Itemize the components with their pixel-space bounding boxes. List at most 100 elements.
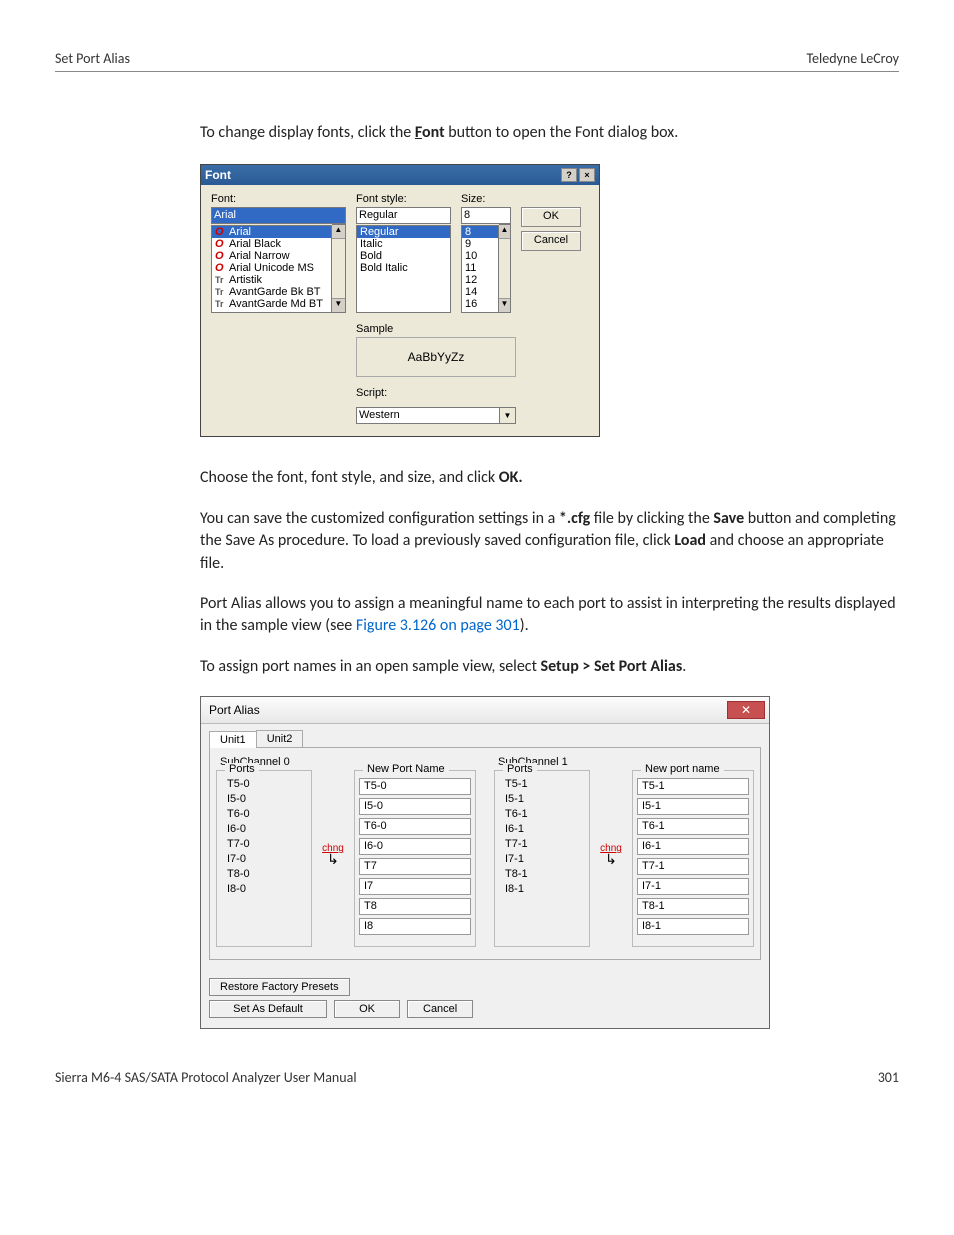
font-label: Font: [211, 193, 346, 205]
list-item[interactable]: 8 [462, 226, 498, 238]
list-item[interactable]: TrAvantGarde Md BT [212, 298, 331, 310]
port-name-input[interactable]: I6-1 [637, 838, 749, 855]
page-footer: Sierra M6-4 SAS/SATA Protocol Analyzer U… [55, 1069, 899, 1086]
ok-button[interactable]: OK [334, 1000, 400, 1018]
port-label: I7-1 [499, 853, 585, 865]
port-name-input[interactable]: I6-0 [359, 838, 471, 855]
port-name-input[interactable]: I7-1 [637, 878, 749, 895]
port-name-input[interactable]: T6-0 [359, 818, 471, 835]
port-name-input[interactable]: T7-1 [637, 858, 749, 875]
tab-unit2[interactable]: Unit2 [256, 730, 304, 747]
font-list[interactable]: OArial OArial Black OArial Narrow OArial… [211, 225, 332, 313]
port-label: I6-0 [221, 823, 307, 835]
list-item[interactable]: 11 [462, 262, 498, 274]
style-input[interactable]: Regular [356, 207, 451, 224]
list-item[interactable]: OArial Narrow [212, 250, 331, 262]
list-item[interactable]: 9 [462, 238, 498, 250]
list-item[interactable]: OArial Black [212, 238, 331, 250]
font-input[interactable]: Arial [211, 207, 346, 224]
list-item[interactable]: 10 [462, 250, 498, 262]
port-name-input[interactable]: T8 [359, 898, 471, 915]
page-header: Set Port Alias Teledyne LeCroy [55, 50, 899, 72]
list-item[interactable]: Italic [357, 238, 450, 250]
port-label: I7-0 [221, 853, 307, 865]
footer-left: Sierra M6-4 SAS/SATA Protocol Analyzer U… [55, 1069, 357, 1086]
list-item[interactable]: 16 [462, 298, 498, 310]
help-icon[interactable]: ? [561, 168, 577, 182]
list-item[interactable]: OArial [212, 226, 331, 238]
port-label: T7-1 [499, 838, 585, 850]
arrow-right-icon: ↳ [594, 854, 628, 865]
port-label: T5-1 [499, 778, 585, 790]
scroll-up-icon[interactable]: ▲ [332, 225, 345, 239]
cancel-button[interactable]: Cancel [407, 1000, 473, 1018]
cancel-button[interactable]: Cancel [521, 231, 581, 251]
style-label: Font style: [356, 193, 451, 205]
port-name-input[interactable]: I7 [359, 878, 471, 895]
port-name-input[interactable]: T5-1 [637, 778, 749, 795]
list-item[interactable]: Regular [357, 226, 450, 238]
subchannel-1: SubChannel 1 Ports T5-1I5-1T6-1I6-1T7-1I… [494, 756, 754, 947]
list-item[interactable]: OArial Unicode MS [212, 262, 331, 274]
list-item[interactable]: 12 [462, 274, 498, 286]
new-name-label: New Port Name [363, 763, 449, 775]
footer-right: 301 [878, 1069, 899, 1086]
font-dialog-titlebar[interactable]: Font ? × [201, 165, 599, 185]
font-dialog: Font ? × Font: Arial OArial OArial Black [200, 164, 600, 437]
size-input[interactable]: 8 [461, 207, 511, 224]
size-label: Size: [461, 193, 511, 205]
size-list[interactable]: 8 9 10 11 12 14 16 [461, 225, 499, 313]
paragraph-5: To assign port names in an open sample v… [200, 656, 899, 678]
list-item[interactable]: TrAvantGarde Bk BT [212, 286, 331, 298]
header-right: Teledyne LeCroy [806, 50, 899, 67]
port-name-input[interactable]: T6-1 [637, 818, 749, 835]
arrow-right-icon: ↳ [316, 854, 350, 865]
restore-presets-button[interactable]: Restore Factory Presets [209, 978, 350, 996]
scrollbar[interactable]: ▲ ▼ [332, 224, 346, 313]
sample-label: Sample [356, 323, 589, 335]
unit-tabs: Unit1 Unit2 [209, 730, 761, 748]
ports-label: Ports [503, 763, 537, 775]
ok-button[interactable]: OK [521, 207, 581, 227]
port-label: T6-0 [221, 808, 307, 820]
header-left: Set Port Alias [55, 50, 130, 67]
port-alias-title: Port Alias [209, 703, 260, 717]
list-item[interactable]: TrArtistik [212, 274, 331, 286]
port-name-input[interactable]: T7 [359, 858, 471, 875]
list-item[interactable]: Bold Italic [357, 262, 450, 274]
port-name-input[interactable]: T8-1 [637, 898, 749, 915]
port-label: T7-0 [221, 838, 307, 850]
port-label: T8-0 [221, 868, 307, 880]
script-select[interactable]: Western [356, 407, 500, 424]
port-label: T8-1 [499, 868, 585, 880]
paragraph-4: Port Alias allows you to assign a meanin… [200, 593, 899, 638]
port-label: I5-1 [499, 793, 585, 805]
port-name-input[interactable]: I5-0 [359, 798, 471, 815]
port-label: I6-1 [499, 823, 585, 835]
port-label: T5-0 [221, 778, 307, 790]
style-list[interactable]: Regular Italic Bold Bold Italic [356, 225, 451, 313]
close-icon[interactable]: × [579, 168, 595, 182]
scroll-down-icon[interactable]: ▼ [499, 298, 510, 312]
port-name-input[interactable]: I5-1 [637, 798, 749, 815]
port-alias-titlebar[interactable]: Port Alias ✕ [201, 697, 769, 724]
list-item[interactable]: Bold [357, 250, 450, 262]
port-name-input[interactable]: T5-0 [359, 778, 471, 795]
port-label: I8-0 [221, 883, 307, 895]
tab-unit1[interactable]: Unit1 [209, 731, 257, 748]
figure-link[interactable]: Figure 3.126 on page 301 [356, 616, 520, 635]
dropdown-icon[interactable]: ▼ [500, 407, 516, 424]
font-dialog-title: Font [205, 168, 231, 182]
port-name-input[interactable]: I8 [359, 918, 471, 935]
port-name-input[interactable]: I8-1 [637, 918, 749, 935]
scroll-up-icon[interactable]: ▲ [499, 225, 510, 239]
new-name-label: New port name [641, 763, 724, 775]
close-icon[interactable]: ✕ [727, 701, 765, 719]
set-default-button[interactable]: Set As Default [209, 1000, 327, 1018]
paragraph-3: You can save the customized configuratio… [200, 508, 899, 575]
scroll-down-icon[interactable]: ▼ [332, 298, 345, 312]
paragraph-2: Choose the font, font style, and size, a… [200, 467, 899, 489]
scrollbar[interactable]: ▲ ▼ [499, 224, 511, 313]
paragraph-1: To change display fonts, click the Font … [200, 122, 899, 144]
list-item[interactable]: 14 [462, 286, 498, 298]
